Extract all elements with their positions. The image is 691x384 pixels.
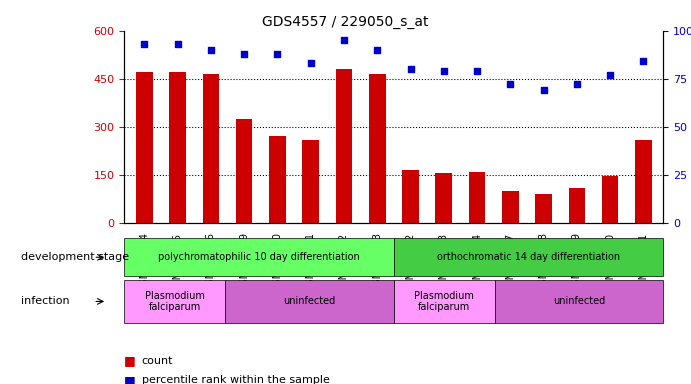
Text: Plasmodium
falciparum: Plasmodium falciparum: [415, 291, 474, 312]
Bar: [468, 172, 485, 223]
Point: [238, 51, 249, 57]
Bar: [536, 194, 552, 223]
Bar: [169, 72, 186, 223]
Bar: [303, 139, 319, 223]
Text: infection: infection: [21, 296, 69, 306]
Bar: [336, 69, 352, 223]
Bar: [202, 74, 219, 223]
Text: ■: ■: [124, 354, 140, 367]
Point: [372, 47, 383, 53]
Point: [605, 72, 616, 78]
Point: [272, 51, 283, 57]
Bar: [502, 191, 519, 223]
Bar: [435, 173, 452, 223]
Point: [339, 37, 350, 43]
Text: count: count: [142, 356, 173, 366]
Text: Plasmodium
falciparum: Plasmodium falciparum: [145, 291, 205, 312]
Text: polychromatophilic 10 day differentiation: polychromatophilic 10 day differentiatio…: [158, 252, 360, 262]
Bar: [269, 136, 286, 223]
Text: ■: ■: [124, 374, 140, 384]
Point: [638, 58, 649, 65]
Bar: [402, 170, 419, 223]
Point: [205, 47, 216, 53]
Text: orthochromatic 14 day differentiation: orthochromatic 14 day differentiation: [437, 252, 621, 262]
Text: percentile rank within the sample: percentile rank within the sample: [142, 375, 330, 384]
Bar: [136, 72, 153, 223]
Bar: [635, 139, 652, 223]
Text: uninfected: uninfected: [553, 296, 605, 306]
Point: [571, 81, 583, 88]
Bar: [569, 187, 585, 223]
Text: uninfected: uninfected: [283, 296, 336, 306]
Point: [471, 68, 482, 74]
Point: [438, 68, 449, 74]
Text: development stage: development stage: [21, 252, 129, 262]
Bar: [236, 119, 252, 223]
Point: [405, 66, 416, 72]
Point: [305, 60, 316, 66]
Point: [538, 87, 549, 93]
Text: GDS4557 / 229050_s_at: GDS4557 / 229050_s_at: [263, 15, 428, 29]
Point: [139, 41, 150, 47]
Point: [505, 81, 516, 88]
Bar: [602, 176, 618, 223]
Point: [172, 41, 183, 47]
Bar: [369, 74, 386, 223]
